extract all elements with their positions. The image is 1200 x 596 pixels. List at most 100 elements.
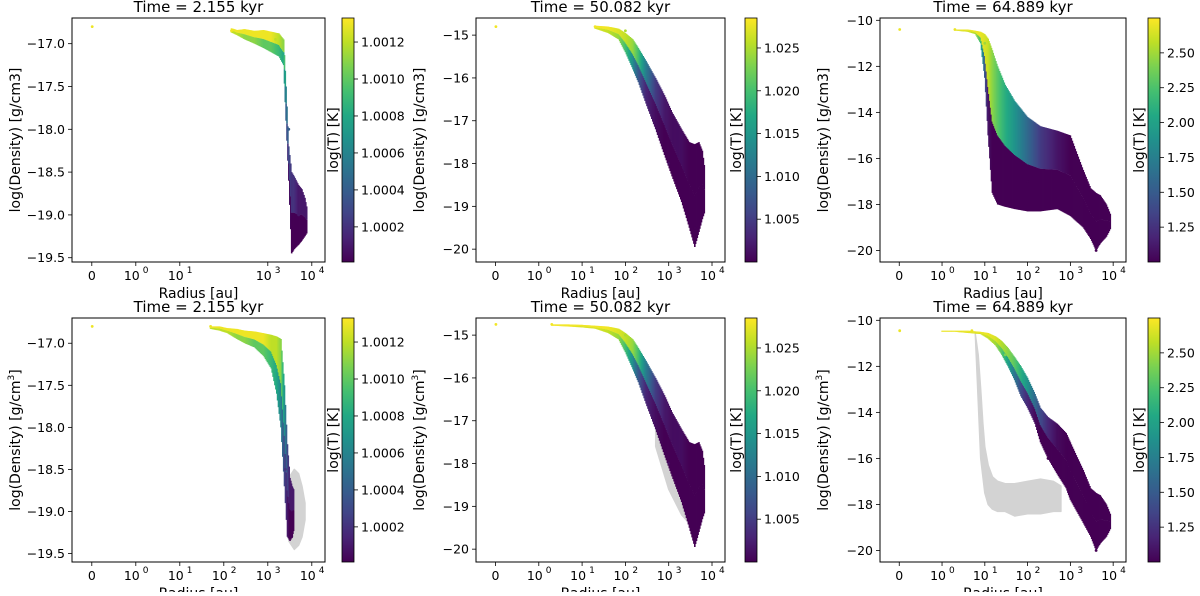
x-tick-label: 0 bbox=[492, 568, 500, 583]
x-tick-label: 10 bbox=[930, 568, 946, 583]
subplot-title: Time = 2.155 kyr bbox=[133, 298, 265, 316]
x-tick-label: 0 bbox=[895, 568, 903, 583]
colorbar-tick-label: 1.0010 bbox=[361, 72, 405, 87]
y-tick-label: −19.0 bbox=[27, 504, 65, 519]
y-tick-label: −17 bbox=[443, 113, 469, 128]
y-tick-label: −17.0 bbox=[27, 336, 65, 351]
data-point bbox=[1094, 249, 1098, 252]
colorbar-tick-label: 2.00 bbox=[1167, 115, 1195, 130]
data-point bbox=[283, 468, 287, 471]
density-profile bbox=[550, 324, 706, 547]
y-tick-label: −18 bbox=[847, 197, 873, 212]
x-tick-label: 10 bbox=[256, 568, 272, 583]
y-tick-label: −19.5 bbox=[27, 546, 65, 561]
x-tick-label: 10 bbox=[930, 268, 946, 283]
y-tick-label: −19 bbox=[443, 199, 469, 214]
x-tick-label: 10 bbox=[973, 568, 989, 583]
colorbar-gradient bbox=[341, 17, 355, 263]
plot-area bbox=[898, 329, 1112, 552]
x-axis: 0 10 0 10 1 10 2 10 3 10 4 bbox=[88, 562, 325, 583]
x-tick-exponent: 3 bbox=[275, 266, 281, 276]
y-tick-label: −17.5 bbox=[27, 79, 65, 94]
colorbar-tick-label: 1.0010 bbox=[361, 372, 405, 387]
y-tick-label: −18.5 bbox=[27, 462, 65, 477]
colorbar-tick-label: 1.0002 bbox=[361, 219, 405, 234]
y-axis-label-suffix: ] bbox=[816, 369, 832, 374]
y-axis: −20 −18 −16 −14 −12 −10 bbox=[847, 313, 880, 558]
x-tick-label: 0 bbox=[492, 268, 500, 283]
colorbar-label: log(T) [K] bbox=[729, 407, 745, 472]
colorbar-tick-label: 1.0006 bbox=[361, 145, 405, 160]
x-tick-exponent: 4 bbox=[319, 266, 325, 276]
y-tick-label: −15 bbox=[443, 328, 469, 343]
x-axis: 0 10 0 10 1 10 2 10 3 10 4 bbox=[895, 262, 1126, 283]
x-axis-label: Radius [au] bbox=[963, 586, 1043, 592]
data-point bbox=[287, 127, 291, 131]
y-axis: −19.5 −19.0 −18.5 −18.0 −17.5 −17.0 bbox=[27, 36, 72, 265]
x-tick-label: 10 bbox=[657, 268, 673, 283]
colorbar-tick-label: 1.0012 bbox=[361, 35, 405, 50]
colorbar: 1.25 1.50 1.75 2.00 2.25 2.50 log(T) [K] bbox=[1132, 317, 1195, 563]
y-tick-label: −18.5 bbox=[27, 165, 65, 180]
x-tick-label: 10 bbox=[300, 568, 316, 583]
x-tick-exponent: 4 bbox=[319, 566, 325, 576]
data-point bbox=[230, 29, 233, 33]
y-tick-label: −18.0 bbox=[27, 122, 65, 137]
x-tick-label: 10 bbox=[1016, 568, 1032, 583]
x-tick-label: 10 bbox=[527, 568, 543, 583]
x-tick-label: 10 bbox=[1101, 268, 1117, 283]
colorbar-tick-label: 2.50 bbox=[1167, 45, 1195, 60]
data-point bbox=[90, 325, 94, 328]
x-tick-label: 10 bbox=[657, 568, 673, 583]
y-axis: −19.5 −19.0 −18.5 −18.0 −17.5 −17.0 bbox=[27, 336, 72, 561]
y-axis-label: log(Density) [g/cm3] bbox=[412, 68, 428, 213]
x-tick-label: 10 bbox=[300, 268, 316, 283]
x-tick-exponent: 0 bbox=[949, 566, 955, 576]
plot-area bbox=[494, 25, 706, 247]
y-tick-label: −18 bbox=[443, 456, 469, 471]
data-point bbox=[90, 25, 94, 28]
axes-frame bbox=[879, 17, 1127, 263]
y-tick-label: −18 bbox=[443, 156, 469, 171]
colorbar-gradient bbox=[341, 317, 355, 563]
colorbar-tick-label: 1.020 bbox=[764, 383, 800, 398]
colorbar-tick-label: 1.25 bbox=[1167, 520, 1195, 535]
data-point bbox=[667, 462, 671, 465]
y-axis-label: log(Density) [g/cm3] bbox=[816, 68, 832, 213]
axes-frame bbox=[879, 317, 1127, 563]
data-point bbox=[494, 25, 498, 28]
y-tick-label: −20 bbox=[847, 243, 873, 258]
colorbar-tick-label: 1.0002 bbox=[361, 519, 405, 534]
axes-frame bbox=[71, 17, 326, 263]
y-axis: −20 −18 −16 −14 −12 −10 bbox=[847, 13, 880, 258]
y-axis-label-suffix: ] bbox=[412, 369, 428, 374]
x-tick-exponent: 4 bbox=[719, 266, 725, 276]
data-point bbox=[297, 213, 300, 217]
colorbar-label: log(T) [K] bbox=[729, 107, 745, 172]
y-axis-label: log(Density) [g/cm3] bbox=[815, 369, 832, 511]
subplot-title: Time = 2.155 kyr bbox=[133, 0, 265, 16]
colorbar-tick-label: 1.0008 bbox=[361, 408, 405, 423]
y-axis-label-superscript: 3 bbox=[815, 375, 825, 381]
x-tick-exponent: 1 bbox=[187, 266, 193, 276]
y-tick-label: −17.5 bbox=[27, 378, 65, 393]
y-tick-label: −18.0 bbox=[27, 420, 65, 435]
data-point bbox=[898, 329, 902, 333]
data-point bbox=[593, 25, 597, 28]
data-point bbox=[898, 28, 902, 31]
data-point bbox=[693, 226, 697, 230]
x-tick-exponent: 1 bbox=[589, 566, 595, 576]
subplot-title: Time = 50.082 kyr bbox=[530, 0, 671, 16]
colorbar-tick-label: 1.010 bbox=[764, 169, 800, 184]
x-tick-label: 0 bbox=[895, 268, 903, 283]
x-axis-label: Radius [au] bbox=[561, 286, 641, 302]
x-tick-exponent: 1 bbox=[589, 266, 595, 276]
y-tick-label: −12 bbox=[847, 359, 873, 374]
x-tick-exponent: 0 bbox=[949, 266, 955, 276]
colorbar: 1.25 1.50 1.75 2.00 2.25 2.50 log(T) [K] bbox=[1132, 17, 1195, 263]
